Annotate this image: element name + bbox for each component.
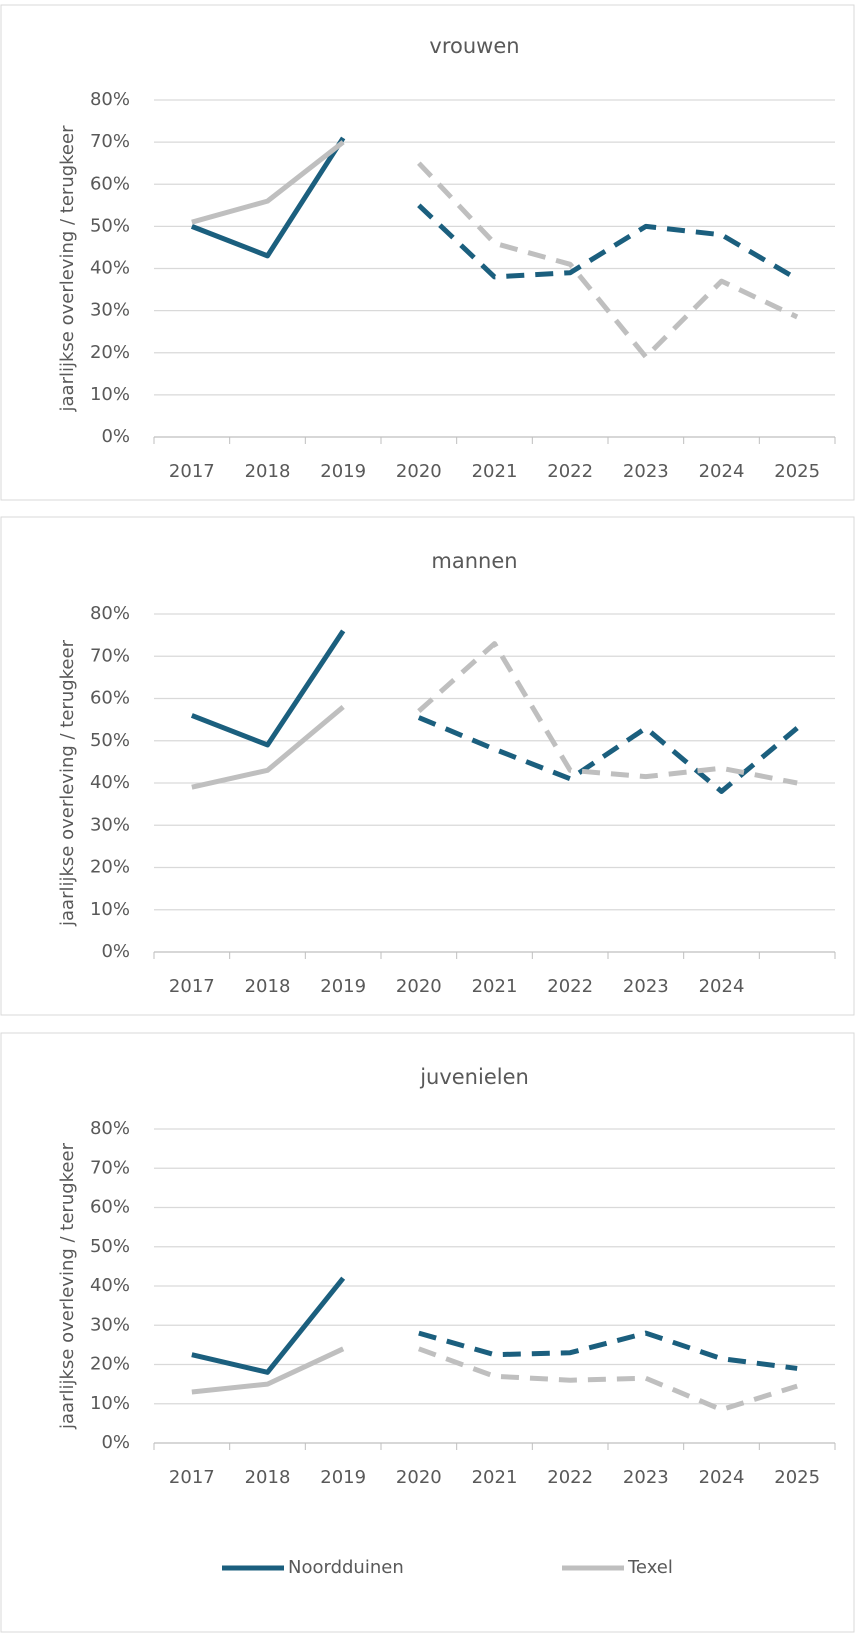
y-tick-label: 50% — [90, 215, 130, 236]
y-tick-label: 30% — [90, 1314, 130, 1335]
x-tick-label: 2021 — [472, 461, 518, 482]
x-tick-label: 2021 — [472, 976, 518, 997]
y-axis-label: jaarlijkse overleving / terugkeer — [57, 639, 78, 927]
y-tick-label: 20% — [90, 342, 130, 363]
series-line — [417, 641, 798, 786]
x-tick-label: 2024 — [699, 976, 745, 997]
series-line — [191, 705, 345, 790]
y-tick-label: 50% — [90, 730, 130, 751]
x-tick-label: 2017 — [169, 461, 215, 482]
y-tick-label: 50% — [90, 1236, 130, 1257]
x-tick-label: 2018 — [245, 976, 291, 997]
x-tick-label: 2018 — [245, 1467, 291, 1488]
x-tick-label: 2019 — [320, 461, 366, 482]
y-axis-label: jaarlijkse overleving / terugkeer — [57, 1142, 78, 1430]
y-tick-label: 80% — [90, 1118, 130, 1139]
series-line — [417, 161, 799, 360]
series-line — [190, 136, 346, 259]
legend-label: Texel — [627, 1557, 673, 1578]
legend-label: Noordduinen — [288, 1557, 404, 1578]
x-tick-label: 2020 — [396, 1467, 442, 1488]
x-tick-label: 2022 — [547, 1467, 593, 1488]
y-tick-label: 40% — [90, 258, 130, 279]
x-tick-label: 2022 — [547, 976, 593, 997]
x-tick-label: 2025 — [774, 1467, 820, 1488]
chart-title: vrouwen — [429, 34, 519, 58]
y-axis-label: jaarlijkse overleving / terugkeer — [57, 125, 78, 413]
y-tick-label: 40% — [90, 772, 130, 793]
x-tick-label: 2023 — [623, 976, 669, 997]
chart-title: mannen — [431, 549, 517, 573]
x-tick-label: 2017 — [169, 976, 215, 997]
series-line — [418, 1330, 798, 1371]
series-line — [417, 715, 799, 794]
x-tick-label: 2024 — [699, 461, 745, 482]
x-tick-label: 2019 — [320, 976, 366, 997]
x-tick-label: 2018 — [245, 461, 291, 482]
x-tick-label: 2017 — [169, 1467, 215, 1488]
y-tick-label: 20% — [90, 857, 130, 878]
y-tick-label: 10% — [90, 384, 130, 405]
panel-frame — [0, 516, 855, 1016]
x-tick-label: 2023 — [623, 1467, 669, 1488]
y-tick-label: 30% — [90, 814, 130, 835]
x-tick-label: 2021 — [472, 1467, 518, 1488]
series-line — [417, 1346, 798, 1413]
x-tick-label: 2022 — [547, 461, 593, 482]
y-tick-label: 0% — [101, 426, 130, 447]
series-line — [190, 629, 346, 748]
x-tick-label: 2020 — [396, 461, 442, 482]
x-tick-label: 2020 — [396, 976, 442, 997]
chart-title: juvenielen — [419, 1065, 529, 1089]
y-tick-label: 40% — [90, 1275, 130, 1296]
x-tick-label: 2019 — [320, 1467, 366, 1488]
y-tick-label: 0% — [101, 941, 130, 962]
series-line — [191, 1346, 345, 1395]
y-tick-label: 60% — [90, 1197, 130, 1218]
y-tick-label: 20% — [90, 1354, 130, 1375]
series-line — [191, 140, 345, 225]
panel-frame — [0, 1032, 855, 1633]
y-tick-label: 0% — [101, 1432, 130, 1453]
y-tick-label: 60% — [90, 173, 130, 194]
y-tick-label: 30% — [90, 300, 130, 321]
y-tick-label: 60% — [90, 688, 130, 709]
panel-frame — [0, 4, 855, 501]
y-tick-label: 80% — [90, 603, 130, 624]
x-tick-label: 2024 — [699, 1467, 745, 1488]
y-tick-label: 80% — [90, 89, 130, 110]
y-tick-label: 70% — [90, 131, 130, 152]
y-tick-label: 10% — [90, 1393, 130, 1414]
y-tick-label: 70% — [90, 1157, 130, 1178]
x-tick-label: 2025 — [774, 461, 820, 482]
x-tick-label: 2023 — [623, 461, 669, 482]
y-tick-label: 10% — [90, 899, 130, 920]
series-line — [191, 1276, 346, 1375]
series-line — [417, 203, 799, 282]
y-tick-label: 70% — [90, 645, 130, 666]
